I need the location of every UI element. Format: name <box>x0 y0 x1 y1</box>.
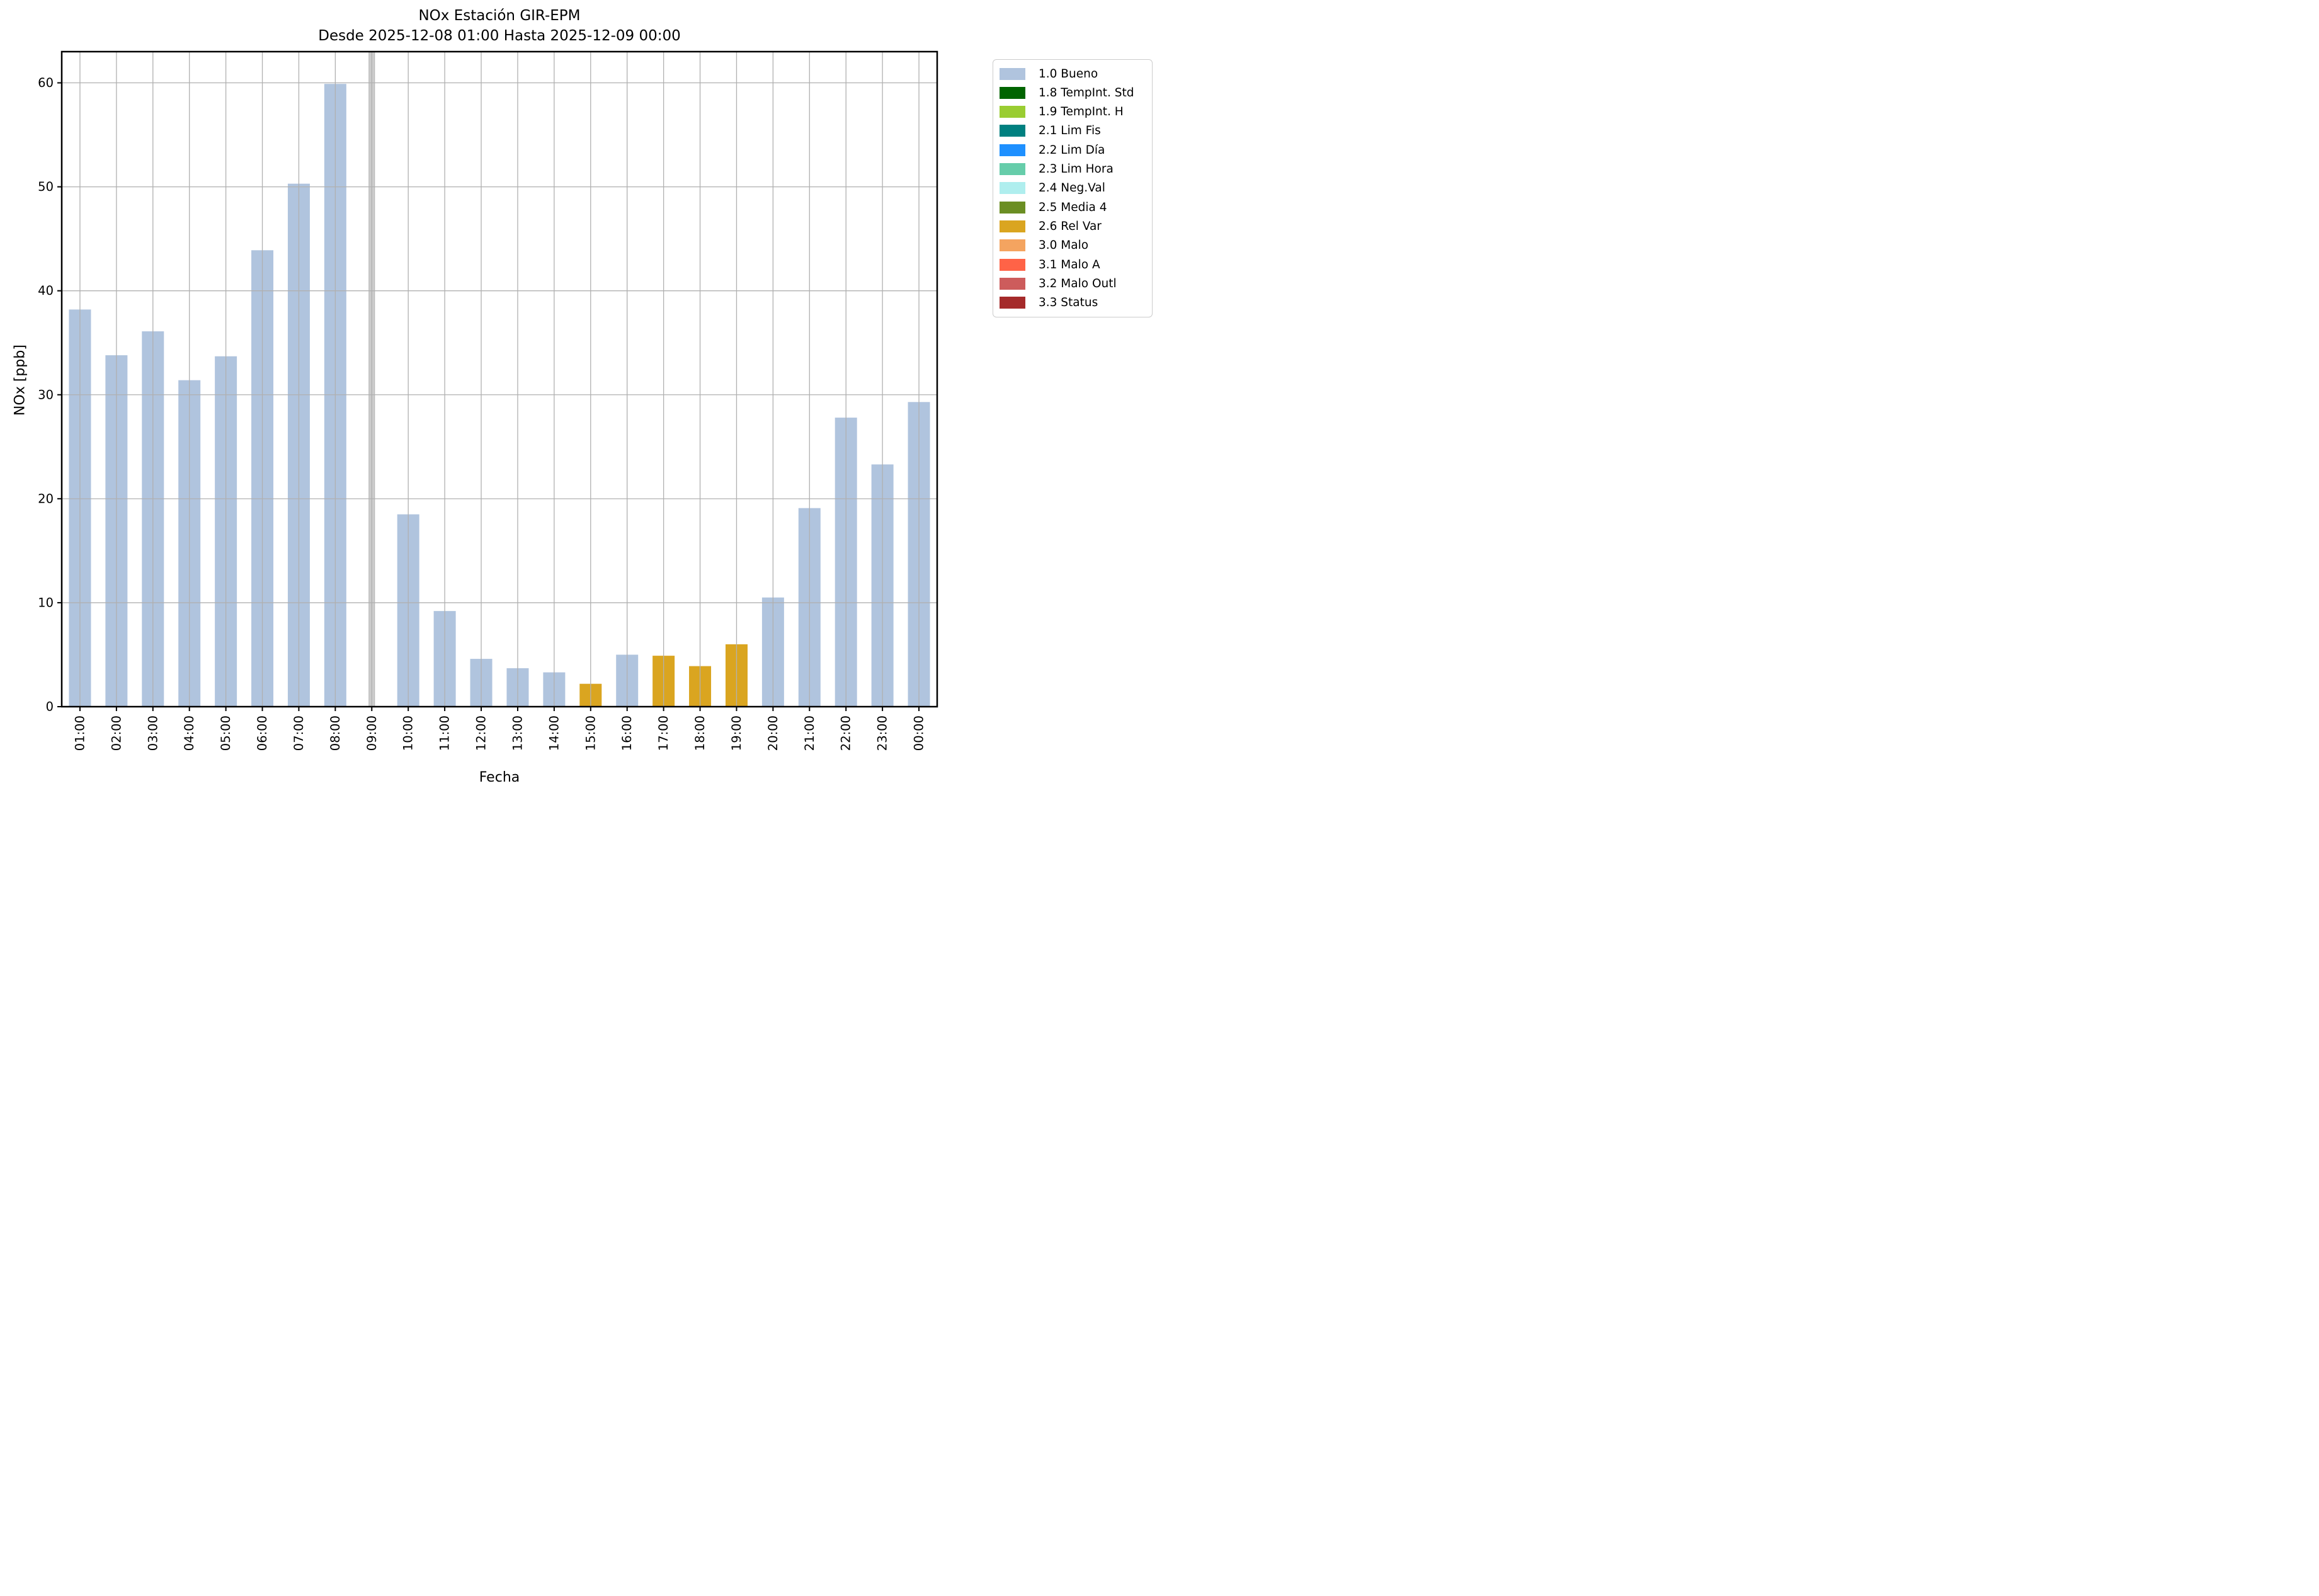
legend-item: 2.3 Lim Hora <box>1000 161 1152 178</box>
xtick-label-15:00: 15:00 <box>583 715 598 751</box>
legend-label: 3.1 Malo A <box>1039 258 1100 271</box>
chart-subtitle: Desde 2025-12-08 01:00 Hasta 2025-12-09 … <box>318 28 681 44</box>
legend-label: 2.5 Media 4 <box>1039 200 1107 214</box>
legend-label: 1.0 Bueno <box>1039 67 1098 81</box>
legend-label: 2.6 Rel Var <box>1039 220 1102 234</box>
figure: NOx Estación GIR-EPM Desde 2025-12-08 01… <box>0 0 1160 798</box>
xtick-label-21:00: 21:00 <box>802 715 817 751</box>
xtick-label-19:00: 19:00 <box>729 715 744 751</box>
xtick-label-08:00: 08:00 <box>328 715 343 751</box>
xtick-label-02:00: 02:00 <box>109 715 123 751</box>
legend-item: 3.2 Malo Outl <box>1000 276 1152 292</box>
xtick-label-09:00: 09:00 <box>365 715 379 751</box>
xtick-label-03:00: 03:00 <box>145 715 160 751</box>
xtick-label-20:00: 20:00 <box>766 715 780 751</box>
legend-item: 2.5 Media 4 <box>1000 199 1152 215</box>
xtick-label-11:00: 11:00 <box>438 715 452 751</box>
legend-item: 1.9 TempInt. H <box>1000 104 1152 120</box>
legend: 1.0 Bueno 1.8 TempInt. Std 1.9 TempInt. H 2… <box>993 59 1153 317</box>
plot-border <box>60 50 938 708</box>
ytick-label-30: 30 <box>38 387 54 402</box>
legend-item: 1.0 Bueno <box>1000 66 1152 82</box>
legend-swatch <box>1000 278 1025 290</box>
xtick-label-23:00: 23:00 <box>875 715 890 751</box>
legend-swatch <box>1000 67 1025 80</box>
xtick-label-12:00: 12:00 <box>474 715 489 751</box>
xtick-label-07:00: 07:00 <box>292 715 306 751</box>
xtick-label-01:00: 01:00 <box>72 715 87 751</box>
legend-item: 2.2 Lim Día <box>1000 142 1152 158</box>
legend-label: 2.3 Lim Hora <box>1039 162 1114 176</box>
legend-item: 2.1 Lim Fis <box>1000 123 1152 139</box>
legend-swatch <box>1000 297 1025 309</box>
plot-area: 0 10 20 30 40 50 60 01:00 02:00 03:00 04:00 05:00 06… <box>38 50 938 751</box>
chart-title: NOx Estación GIR-EPM <box>418 8 581 24</box>
legend-swatch <box>1000 86 1025 99</box>
xtick-label-00:00: 00:00 <box>912 715 926 751</box>
xtick-label-13:00: 13:00 <box>510 715 525 751</box>
legend-label: 2.4 Neg.Val <box>1039 181 1105 195</box>
legend-item: 2.6 Rel Var <box>1000 219 1152 235</box>
ytick-label-10: 10 <box>38 595 54 610</box>
legend-label: 2.1 Lim Fis <box>1039 124 1101 138</box>
legend-swatch <box>1000 163 1025 176</box>
legend-swatch <box>1000 220 1025 233</box>
legend-swatch <box>1000 182 1025 195</box>
legend-label: 1.9 TempInt. H <box>1039 105 1124 119</box>
legend-swatch <box>1000 239 1025 252</box>
xtick-label-05:00: 05:00 <box>219 715 233 751</box>
ytick-label-20: 20 <box>38 491 54 506</box>
legend-item: 3.1 Malo A <box>1000 256 1152 273</box>
legend-item: 3.0 Malo <box>1000 237 1152 254</box>
xtick-label-06:00: 06:00 <box>255 715 270 751</box>
legend-item: 2.4 Neg.Val <box>1000 180 1152 197</box>
legend-label: 2.2 Lim Día <box>1039 143 1105 157</box>
legend-swatch <box>1000 144 1025 156</box>
ytick-label-40: 40 <box>38 283 54 298</box>
legend-label: 3.3 Status <box>1039 296 1098 310</box>
legend-swatch <box>1000 125 1025 137</box>
legend-label: 3.0 Malo <box>1039 239 1089 253</box>
legend-swatch <box>1000 258 1025 271</box>
xtick-label-18:00: 18:00 <box>693 715 707 751</box>
ytick-label-0: 0 <box>46 700 54 714</box>
xtick-label-14:00: 14:00 <box>547 715 561 751</box>
ytick-label-60: 60 <box>38 76 54 90</box>
legend-swatch <box>1000 201 1025 214</box>
xtick-label-04:00: 04:00 <box>182 715 197 751</box>
xtick-label-17:00: 17:00 <box>656 715 671 751</box>
xtick-label-22:00: 22:00 <box>839 715 853 751</box>
legend-label: 3.2 Malo Outl <box>1039 277 1117 291</box>
xtick-label-16:00: 16:00 <box>620 715 634 751</box>
legend-label: 1.8 TempInt. Std <box>1039 86 1134 100</box>
legend-swatch <box>1000 106 1025 118</box>
y-axis-label: NOx [ppb] <box>12 345 28 416</box>
xtick-label-10:00: 10:00 <box>401 715 416 751</box>
ytick-label-50: 50 <box>38 180 54 194</box>
legend-item: 3.3 Status <box>1000 295 1152 311</box>
legend-item: 1.8 TempInt. Std <box>1000 84 1152 101</box>
x-axis-label: Fecha <box>479 770 520 785</box>
